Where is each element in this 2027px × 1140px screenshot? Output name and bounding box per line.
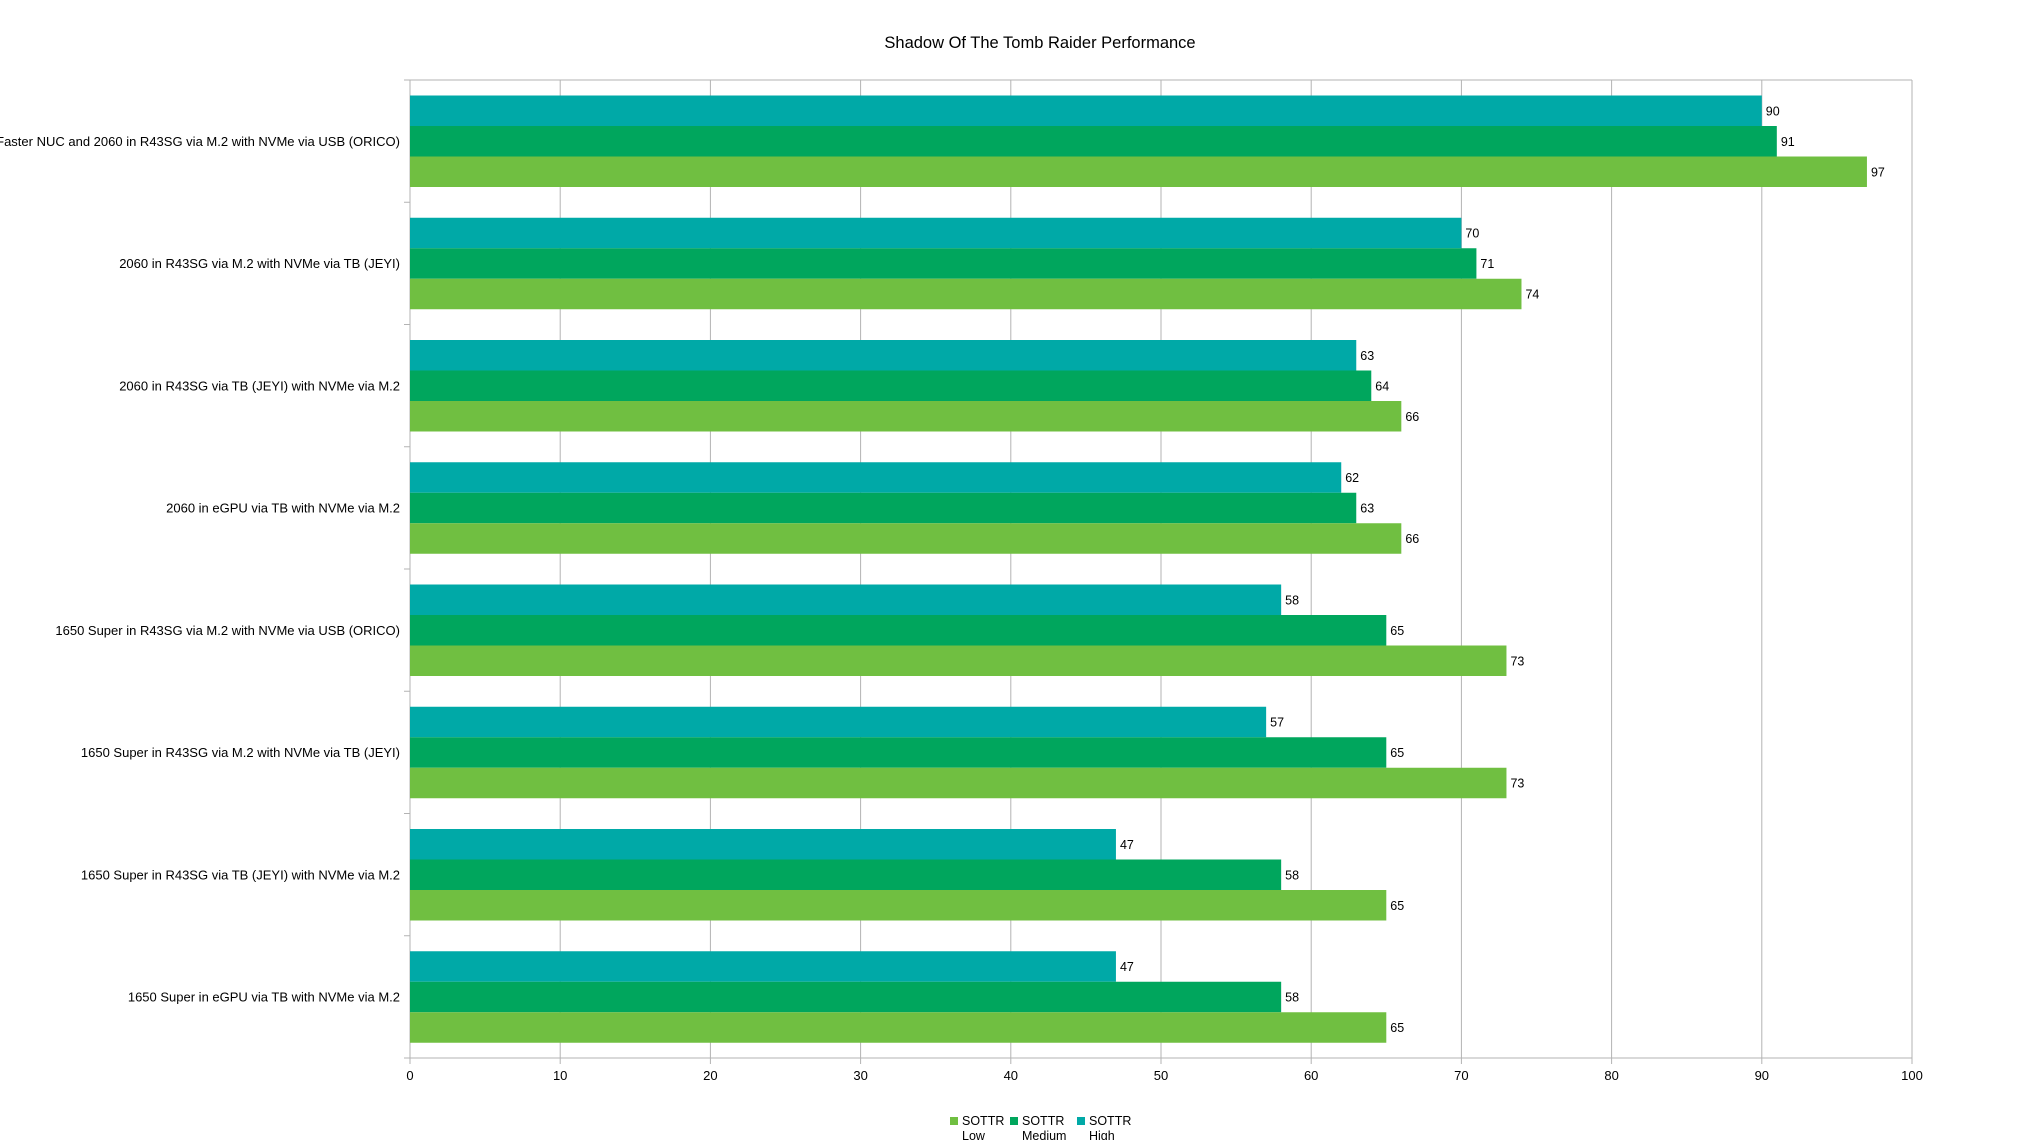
x-tick-label: 20 <box>703 1068 717 1083</box>
bars <box>410 95 1867 1043</box>
data-label: 66 <box>1405 410 1419 424</box>
legend-swatch <box>1077 1117 1085 1125</box>
data-label: 65 <box>1390 899 1404 913</box>
category-label: Faster NUC and 2060 in R43SG via M.2 wit… <box>0 134 400 149</box>
x-tick-label: 90 <box>1755 1068 1769 1083</box>
data-label: 58 <box>1285 868 1299 882</box>
bar <box>410 278 1522 310</box>
bar <box>410 1012 1387 1043</box>
x-tick-label: 40 <box>1004 1068 1018 1083</box>
data-label: 74 <box>1525 288 1539 302</box>
legend-label: High <box>1089 1129 1115 1140</box>
legend-label: SOTTR <box>962 1114 1004 1128</box>
legend-label: SOTTR <box>1022 1114 1064 1128</box>
bar <box>410 126 1777 157</box>
category-labels: Faster NUC and 2060 in R43SG via M.2 wit… <box>0 134 400 1005</box>
data-labels: 90 91 97 70 71 74 63 64 66 62 63 66 58 65 73 57 65 73 47 58… <box>1120 104 1885 1035</box>
bar <box>410 217 1462 249</box>
category-label: 1650 Super in R43SG via M.2 with NVMe vi… <box>81 745 400 760</box>
x-axis-tick-labels: 0 10 20 30 40 50 60 70 80 90 100 <box>406 1068 1922 1083</box>
category-label: 2060 in R43SG via TB (JEYI) with NVMe vi… <box>119 378 400 393</box>
category-label: 1650 Super in R43SG via TB (JEYI) with N… <box>81 867 400 882</box>
legend-label: SOTTR <box>1089 1114 1131 1128</box>
legend-label: Medium <box>1022 1129 1066 1140</box>
legend-swatch <box>1010 1117 1018 1125</box>
bar <box>410 981 1282 1013</box>
category-label: 2060 in eGPU via TB with NVMe via M.2 <box>166 501 400 516</box>
legend-label: Low <box>962 1129 986 1140</box>
x-tick-label: 0 <box>406 1068 413 1083</box>
data-label: 63 <box>1360 349 1374 363</box>
bar <box>410 767 1507 799</box>
data-label: 47 <box>1120 960 1134 974</box>
bar <box>410 523 1402 554</box>
category-label: 1650 Super in R43SG via M.2 with NVMe vi… <box>55 623 400 638</box>
data-label: 47 <box>1120 838 1134 852</box>
bar <box>410 340 1357 371</box>
data-label: 91 <box>1781 135 1795 149</box>
bar <box>410 401 1402 432</box>
data-label: 64 <box>1375 379 1389 393</box>
bar <box>410 951 1116 982</box>
bar <box>410 462 1342 493</box>
bar <box>410 890 1387 921</box>
category-label: 1650 Super in eGPU via TB with NVMe via … <box>128 990 400 1005</box>
bar <box>410 248 1477 279</box>
data-label: 73 <box>1510 654 1524 668</box>
x-tick-label: 50 <box>1154 1068 1168 1083</box>
data-label: 58 <box>1285 593 1299 607</box>
x-tick-label: 30 <box>853 1068 867 1083</box>
data-label: 65 <box>1390 624 1404 638</box>
data-label: 65 <box>1390 1021 1404 1035</box>
category-label: 2060 in R43SG via M.2 with NVMe via TB (… <box>119 256 400 271</box>
data-label: 90 <box>1766 104 1780 118</box>
bar <box>410 492 1357 524</box>
data-label: 97 <box>1871 165 1885 179</box>
bar <box>410 615 1387 646</box>
x-tick-label: 70 <box>1454 1068 1468 1083</box>
x-tick-label: 100 <box>1901 1068 1923 1083</box>
data-label: 71 <box>1480 257 1494 271</box>
data-label: 63 <box>1360 502 1374 516</box>
bar <box>410 706 1267 738</box>
data-label: 58 <box>1285 991 1299 1005</box>
legend-swatch <box>950 1117 958 1125</box>
chart-title: Shadow Of The Tomb Raider Performance <box>884 34 1195 52</box>
x-tick-label: 10 <box>553 1068 567 1083</box>
bar <box>410 859 1282 890</box>
bar <box>410 584 1282 615</box>
data-label: 62 <box>1345 471 1359 485</box>
x-tick-label: 80 <box>1604 1068 1618 1083</box>
x-tick-label: 60 <box>1304 1068 1318 1083</box>
bar <box>410 829 1116 860</box>
data-label: 66 <box>1405 532 1419 546</box>
data-label: 70 <box>1465 227 1479 241</box>
bar <box>410 156 1867 187</box>
bar <box>410 737 1387 768</box>
data-label: 65 <box>1390 746 1404 760</box>
bar <box>410 95 1762 126</box>
data-label: 73 <box>1510 777 1524 791</box>
data-label: 57 <box>1270 716 1284 730</box>
bar <box>410 645 1507 676</box>
bar <box>410 370 1372 401</box>
